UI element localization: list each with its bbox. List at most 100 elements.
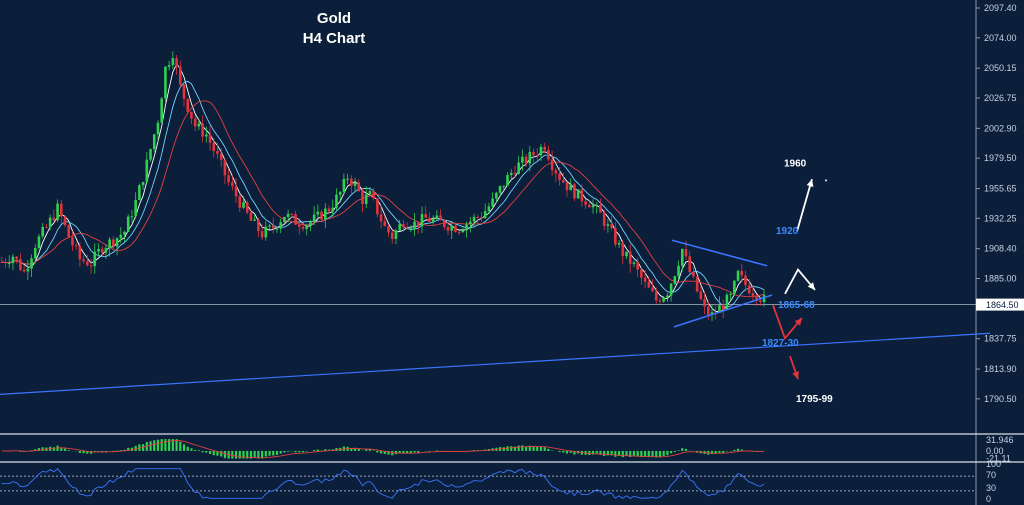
candle-body: [86, 261, 89, 266]
chart-subtitle: H4 Chart: [303, 30, 366, 47]
candle-body: [740, 270, 744, 276]
rsi-tick-label: 100: [986, 459, 1001, 469]
candle-body: [372, 191, 375, 199]
candle-body: [238, 196, 242, 208]
osc-tick-label: 0.00: [986, 446, 1004, 456]
candle-body: [45, 226, 48, 228]
candle-body: [145, 159, 149, 182]
candle-body: [212, 142, 216, 151]
candle-body: [141, 181, 145, 186]
marker-dot: [825, 179, 827, 182]
candle-body: [658, 300, 662, 302]
candle-body: [268, 225, 271, 227]
candle-body: [736, 270, 740, 281]
y-tick-label: 1813.90: [984, 364, 1017, 374]
candle-body: [428, 217, 431, 222]
candle-body: [759, 300, 762, 303]
y-tick-label: 1790.50: [984, 394, 1017, 404]
candle-body: [647, 281, 651, 288]
candle-body: [733, 280, 736, 294]
osc-tick-label: -21.11: [986, 453, 1011, 463]
candle-body: [160, 98, 163, 123]
bearish-path-arrow-head: [794, 317, 802, 326]
candle-body: [677, 265, 680, 277]
candle-body: [614, 227, 617, 245]
candle-body: [747, 285, 751, 294]
candle-body: [216, 150, 219, 154]
current-price-tag: [976, 298, 1024, 311]
candle-body: [271, 225, 275, 229]
level-annotation: 1960: [784, 158, 807, 169]
candle-body: [260, 231, 264, 238]
y-tick-label: 1932.25: [984, 213, 1017, 223]
candle-body: [457, 231, 461, 233]
candle-body: [357, 182, 361, 192]
candle-body: [294, 213, 297, 225]
candle-body: [316, 211, 320, 215]
candle-body: [487, 206, 491, 212]
bearish-target-arrow-head: [792, 371, 799, 380]
candle-body: [431, 218, 435, 222]
long-support-trendline: [0, 332, 991, 395]
candle-body: [442, 220, 446, 227]
candle-body: [279, 222, 282, 229]
y-tick-label: 2074.00: [984, 33, 1017, 43]
candle-body: [521, 156, 524, 163]
candle-body: [30, 258, 33, 269]
rsi-tick-label: 0: [986, 494, 991, 504]
candle-body: [364, 194, 368, 205]
candle-body: [498, 186, 502, 193]
triangle-upper-trendline: [671, 239, 768, 267]
candle-body: [636, 262, 639, 270]
candle-body: [491, 198, 494, 207]
candle-body: [119, 234, 123, 239]
ma-fast-line: [1, 63, 765, 313]
candle-body: [74, 245, 78, 247]
candle-body: [606, 224, 610, 226]
candle-body: [275, 228, 279, 230]
candle-body: [543, 146, 546, 150]
candle-body: [33, 248, 37, 259]
ma-slow-line: [1, 100, 765, 298]
candle-body: [56, 203, 59, 221]
candle-body: [569, 184, 573, 191]
candle-body: [197, 123, 201, 127]
candle-body: [19, 259, 22, 270]
candle-body: [257, 219, 260, 232]
candle-body: [205, 134, 208, 137]
bullish-target-arrow: [796, 178, 813, 232]
candle-body: [744, 275, 747, 286]
candle-body: [331, 207, 335, 212]
candle-body: [97, 249, 100, 252]
candle-body: [361, 191, 364, 205]
level-annotation: 1920: [776, 226, 799, 237]
candle-body: [123, 231, 126, 235]
candle-body: [7, 263, 11, 265]
y-tick-label: 2002.90: [984, 123, 1017, 133]
candle-body: [695, 276, 699, 292]
candle-body: [63, 216, 67, 226]
candle-body: [22, 269, 26, 272]
triangle-lower-trendline: [673, 294, 773, 328]
candle-body: [208, 134, 212, 143]
candle-body: [290, 213, 294, 215]
candle-body: [89, 265, 93, 267]
candle-body: [175, 58, 178, 67]
candle-body: [699, 291, 703, 300]
candle-body: [201, 123, 204, 137]
candle-body: [115, 238, 119, 247]
candle-body: [312, 214, 316, 222]
candle-body: [710, 312, 714, 315]
osc-tick-label: 31.946: [986, 435, 1014, 445]
rsi-line: [1, 468, 765, 499]
candle-body: [286, 213, 290, 217]
candle-body: [595, 204, 599, 206]
candle-body: [450, 225, 454, 231]
candle-body: [104, 248, 108, 253]
candle-body: [584, 201, 587, 205]
candle-body: [688, 256, 692, 273]
candle-body: [420, 214, 424, 227]
level-annotation: 1865-68: [778, 300, 815, 311]
candle-body: [472, 216, 476, 222]
candle-body: [591, 205, 595, 208]
